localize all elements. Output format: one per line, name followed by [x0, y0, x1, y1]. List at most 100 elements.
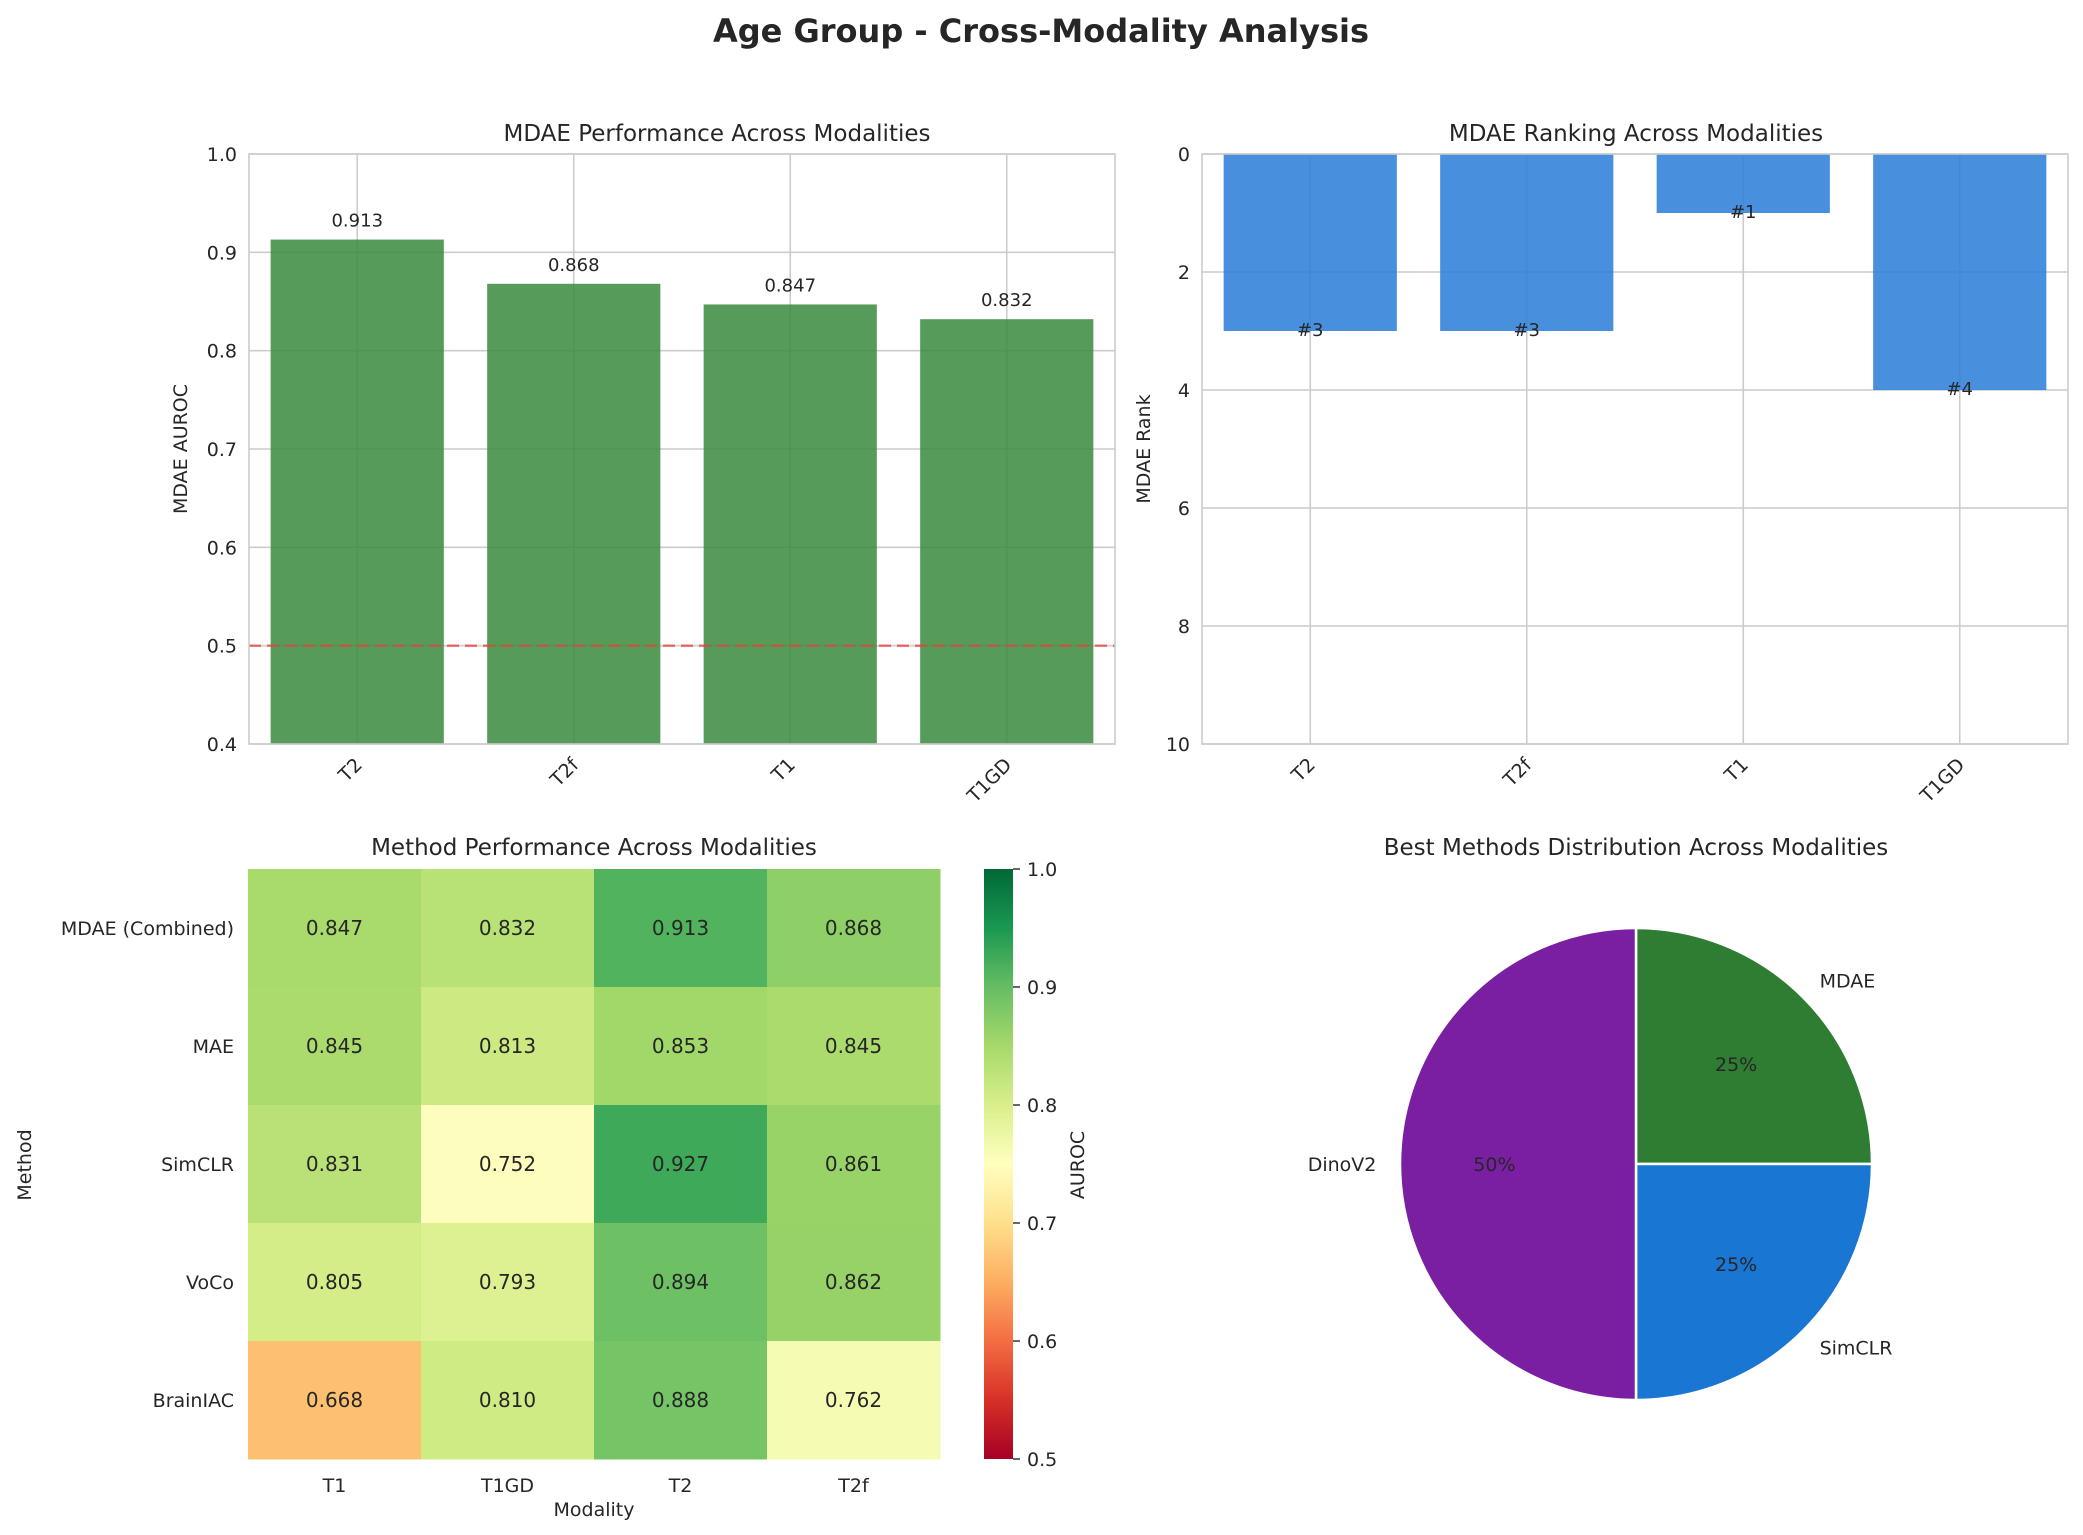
performance-data-label: 0.832: [981, 290, 1033, 311]
heatmap-cell: [421, 1105, 595, 1224]
ranking-x-tick: T1GD: [1916, 754, 1970, 808]
ranking-data-label: #3: [1513, 320, 1540, 341]
heatmap-method-label: MAE: [193, 1036, 234, 1058]
colorbar-tick-label: 0.6: [1027, 1331, 1057, 1353]
performance-y-tick: 1.0: [207, 144, 237, 166]
colorbar-ticks: 0.5 0.6 0.7 0.8 0.9 1.0: [1013, 859, 1057, 1471]
pie-chart-title: Best Methods Distribution Across Modalit…: [1384, 835, 1889, 861]
heatmap-modality-label: T1GD: [480, 1475, 534, 1497]
ranking-bar: [1656, 154, 1830, 213]
performance-y-tick: 0.9: [207, 242, 237, 264]
ranking-y-axis-label: MDAE Rank: [1133, 394, 1155, 503]
heatmap-cell: [421, 987, 595, 1106]
performance-x-ticks: T2 T2f T1 T1GD: [334, 753, 1017, 808]
heatmap-cell: [594, 987, 768, 1106]
performance-bar: [270, 239, 444, 745]
heatmap-modality-labels: T1 T1GD T2 T2f: [322, 1475, 870, 1497]
performance-bar: [920, 319, 1094, 744]
performance-chart-title: MDAE Performance Across Modalities: [504, 121, 931, 147]
performance-bar-chart: MDAE Performance Across Modalities 0.913…: [170, 121, 1116, 808]
heatmap-y-axis-label: Method: [14, 1129, 36, 1200]
figure-title: Age Group - Cross-Modality Analysis: [713, 12, 1369, 50]
heatmap-colorbar: [984, 869, 1013, 1459]
ranking-y-tick: 0: [1178, 144, 1190, 166]
heatmap-modality-label: T2: [668, 1475, 693, 1497]
performance-bars: [270, 239, 1094, 745]
ranking-chart-title: MDAE Ranking Across Modalities: [1449, 121, 1823, 147]
ranking-x-ticks: T2 T2f T1 T1GD: [1287, 753, 1970, 808]
heatmap-cell-label: 0.762: [825, 1388, 882, 1412]
heatmap-method-label: BrainIAC: [153, 1390, 234, 1412]
colorbar-tick-label: 0.5: [1027, 1449, 1057, 1471]
heatmap-cell: [767, 1223, 941, 1342]
pie-percent-label: 25%: [1715, 1054, 1757, 1076]
heatmap-cell: [421, 869, 595, 988]
pie-percent-label: 50%: [1473, 1154, 1515, 1176]
heatmap-cell: [594, 869, 768, 988]
performance-y-tick: 0.6: [207, 537, 237, 559]
heatmap-cell: [248, 1223, 422, 1342]
heatmap-cell-label: 0.845: [825, 1034, 882, 1058]
heatmap-cell-label: 0.868: [825, 916, 882, 940]
heatmap-cell-label: 0.888: [652, 1388, 709, 1412]
heatmap-modality-label: T1: [322, 1475, 347, 1497]
heatmap-cell-label: 0.832: [479, 916, 536, 940]
colorbar-tick-label: 0.7: [1027, 1213, 1057, 1235]
heatmap-cell-label: 0.810: [479, 1388, 536, 1412]
pie-labels: MDAE 25% SimCLR 25% DinoV2 50%: [1308, 970, 1893, 1359]
ranking-y-tick: 2: [1178, 262, 1190, 284]
heatmap-cell: [767, 987, 941, 1106]
heatmap-cell: [248, 987, 422, 1106]
method-heatmap: Method Performance Across Modalities 0.8…: [14, 835, 1089, 1521]
colorbar-tick-label: 0.9: [1027, 977, 1057, 999]
heatmap-cell-label: 0.894: [652, 1270, 709, 1294]
performance-y-tick: 0.7: [207, 439, 237, 461]
ranking-x-tick: T2f: [1499, 753, 1538, 792]
ranking-plot-frame: [1201, 153, 2069, 745]
heatmap-method-label: SimCLR: [161, 1154, 234, 1176]
heatmap-cells: 0.847 0.832 0.913 0.868 0.845 0.813 0.853 0.845…: [248, 869, 941, 1460]
colorbar-label: AUROC: [1067, 1131, 1089, 1199]
ranking-x-tick: T1: [1720, 754, 1753, 787]
performance-data-label: 0.868: [548, 255, 600, 276]
ranking-bar-chart: MDAE Ranking Across Modalities #3 #3#1#4 …: [1133, 121, 2069, 808]
heatmap-cell-label: 0.668: [306, 1388, 363, 1412]
ranking-data-label: #1: [1730, 202, 1757, 223]
best-methods-pie-chart: Best Methods Distribution Across Modalit…: [1308, 835, 1893, 1402]
heatmap-cell-label: 0.805: [306, 1270, 363, 1294]
heatmap-cell: [248, 1105, 422, 1224]
performance-y-tick: 0.5: [207, 636, 237, 658]
heatmap-cell-label: 0.927: [652, 1152, 709, 1176]
colorbar-tick-label: 1.0: [1027, 859, 1057, 881]
heatmap-method-labels: MDAE (Combined) MAE SimCLR VoCo BrainIAC: [61, 918, 234, 1412]
performance-bar: [703, 304, 877, 744]
ranking-y-tick: 10: [1166, 734, 1190, 756]
performance-x-tick: T1: [767, 754, 800, 787]
heatmap-title: Method Performance Across Modalities: [371, 835, 817, 861]
pie-label: DinoV2: [1308, 1154, 1377, 1176]
heatmap-modality-label: T2f: [837, 1475, 870, 1497]
performance-data-label: 0.913: [331, 211, 383, 232]
ranking-bar: [1440, 154, 1614, 331]
heatmap-cell: [248, 1341, 422, 1460]
performance-y-tick: 0.4: [207, 734, 237, 756]
pie-label: MDAE: [1820, 970, 1876, 992]
pie-label: SimCLR: [1820, 1338, 1893, 1360]
ranking-data-label: #4: [1946, 379, 1973, 400]
colorbar-tick-label: 0.8: [1027, 1095, 1057, 1117]
heatmap-cell: [767, 869, 941, 988]
heatmap-cell-label: 0.913: [652, 916, 709, 940]
ranking-bar: [1873, 154, 2047, 390]
ranking-y-tick: 8: [1178, 616, 1190, 638]
heatmap-cell-label: 0.847: [306, 916, 363, 940]
performance-data-labels: 0.913 0.868 0.847 0.832: [331, 211, 1032, 312]
pie-percent-label: 25%: [1715, 1254, 1757, 1276]
performance-y-ticks: 0.4 0.5 0.6 0.7 0.8 0.9 1.0: [207, 144, 237, 756]
performance-bar: [487, 283, 661, 744]
heatmap-x-axis-label: Modality: [554, 1499, 635, 1521]
heatmap-cell-label: 0.862: [825, 1270, 882, 1294]
heatmap-cell: [421, 1341, 595, 1460]
performance-plot-frame: [248, 153, 1116, 745]
pie-slices: [1398, 926, 1874, 1402]
